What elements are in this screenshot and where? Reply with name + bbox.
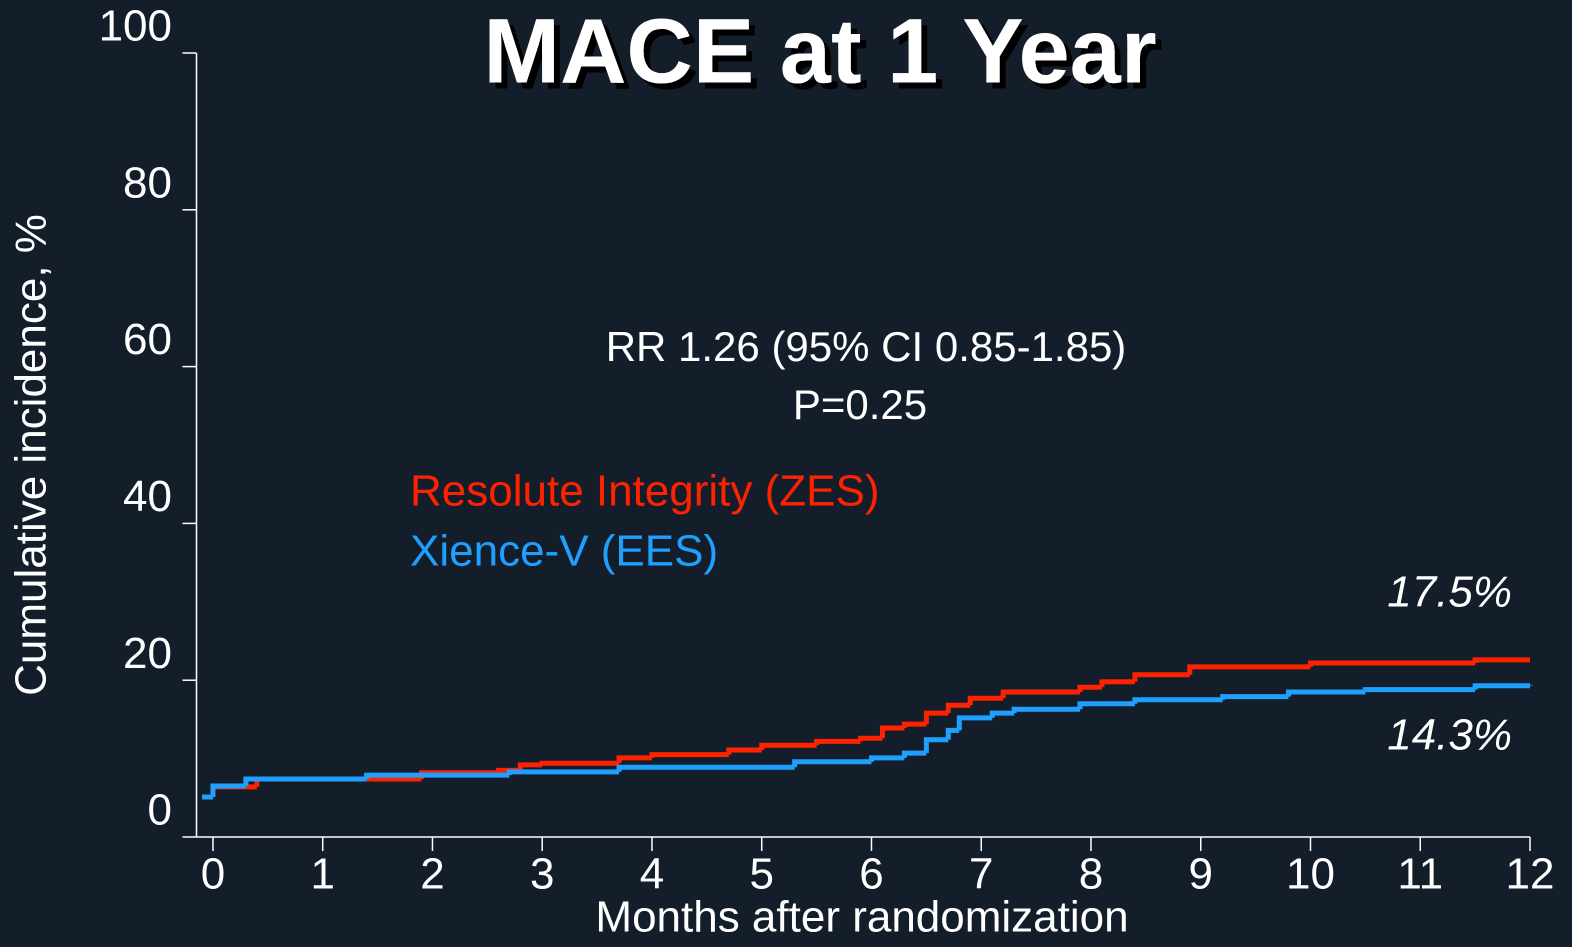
y-tick-label: 40 xyxy=(123,472,172,521)
step-segment xyxy=(1472,683,1530,690)
x-tick-label: 1 xyxy=(310,850,334,899)
x-tick-label: 9 xyxy=(1188,850,1212,899)
step-segment xyxy=(1000,689,1081,699)
step-segment xyxy=(539,760,620,766)
step-segment xyxy=(616,764,795,772)
x-tick-label: 3 xyxy=(530,850,554,899)
y-tick-label: 60 xyxy=(123,315,172,364)
step-segment xyxy=(1286,689,1366,697)
x-tick-label: 8 xyxy=(1079,850,1103,899)
y-tick-label: 20 xyxy=(123,629,172,678)
step-segment xyxy=(858,735,883,742)
x-tick-label: 5 xyxy=(749,850,773,899)
step-segment xyxy=(945,702,971,714)
y-tick-label: 80 xyxy=(123,158,172,207)
step-segment xyxy=(1099,679,1135,688)
step-segment xyxy=(989,710,1015,718)
step-segment xyxy=(1132,697,1223,704)
legend-entry: Xience-V (EES) xyxy=(410,527,718,576)
step-segment xyxy=(616,755,652,764)
step-segment xyxy=(1011,706,1081,714)
step-segment xyxy=(1077,701,1135,710)
end-label: 14.3% xyxy=(1387,711,1512,760)
legend-entry: Resolute Integrity (ZES) xyxy=(410,467,880,516)
step-segment xyxy=(364,772,510,779)
x-tick-label: 0 xyxy=(201,850,225,899)
step-segment xyxy=(726,747,762,755)
step-segment xyxy=(967,695,1004,706)
x-tick-label: 12 xyxy=(1506,850,1555,899)
step-segment xyxy=(1220,694,1289,700)
x-tick-label: 6 xyxy=(859,850,883,899)
step-segment xyxy=(814,738,861,746)
annotation: RR 1.26 (95% CI 0.85-1.85) xyxy=(606,323,1127,370)
step-segment xyxy=(945,727,960,740)
y-tick-label: 0 xyxy=(148,786,172,835)
step-segment xyxy=(923,710,949,725)
step-segment xyxy=(792,759,872,768)
x-tick-label: 11 xyxy=(1397,850,1443,899)
y-tick-label: 100 xyxy=(99,2,172,51)
annotation: P=0.25 xyxy=(793,381,927,428)
step-segment xyxy=(956,715,993,731)
step-segment xyxy=(923,737,949,754)
step-segment xyxy=(1077,684,1102,692)
step-segment xyxy=(649,752,729,758)
step-segment xyxy=(1362,687,1476,693)
step-segment xyxy=(901,721,927,729)
step-segment xyxy=(1472,657,1530,663)
x-tick-label: 10 xyxy=(1286,850,1335,899)
step-segment xyxy=(759,742,817,750)
step-segment xyxy=(517,762,543,771)
step-segment xyxy=(879,725,905,739)
step-segment xyxy=(868,755,905,762)
x-tick-label: 2 xyxy=(420,850,444,899)
step-segment xyxy=(1307,660,1476,667)
chart-title: MACE at 1 Year xyxy=(483,0,1156,102)
step-segment xyxy=(1187,664,1311,675)
x-tick-label: 7 xyxy=(969,850,993,899)
step-segment xyxy=(901,750,927,758)
step-segment xyxy=(1132,672,1190,682)
x-axis-label: Months after randomization xyxy=(595,893,1128,942)
end-label: 17.5% xyxy=(1387,568,1512,617)
step-segment xyxy=(506,769,620,776)
step-segment xyxy=(243,776,367,787)
step-segment xyxy=(210,783,246,798)
x-tick-label: 4 xyxy=(640,850,664,899)
y-axis-label: Cumulative incidence, % xyxy=(7,214,56,696)
